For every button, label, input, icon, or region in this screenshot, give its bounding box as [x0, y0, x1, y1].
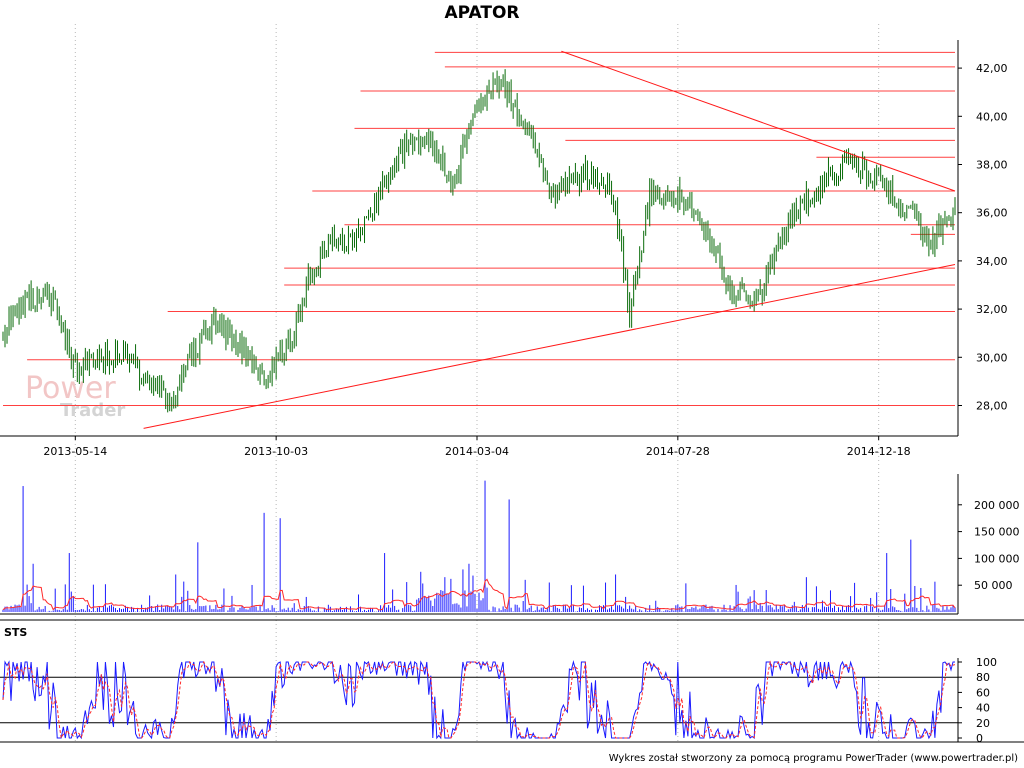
- trend-line-1: [561, 50, 956, 192]
- stochastic-panel: [0, 660, 958, 740]
- watermark-trader: Trader: [60, 400, 125, 421]
- sts-tick-label: 100: [976, 656, 997, 669]
- sts-panel-label: STS: [4, 626, 27, 639]
- price-tick-label: 34,00: [976, 255, 1008, 268]
- volume-moving-average: [2, 578, 956, 611]
- price-tick-label: 28,00: [976, 399, 1008, 412]
- price-tick-label: 30,00: [976, 351, 1008, 364]
- trend-line-0: [143, 264, 956, 429]
- volume-tick-label: 200 000: [974, 499, 1020, 512]
- date-tick-label: 2014-03-04: [445, 445, 509, 458]
- date-tick-label: 2014-12-18: [847, 445, 911, 458]
- volume-tick-label: 150 000: [974, 526, 1020, 539]
- footer-credit: Wykres został stworzony za pomocą progra…: [609, 753, 1018, 764]
- sts-tick-label: 80: [976, 671, 990, 684]
- date-tick-label: 2013-05-14: [43, 445, 107, 458]
- sts-d-line: [2, 660, 956, 740]
- watermark-power: Power: [25, 371, 116, 406]
- axis-labels: 28,00 30,00 32,00 34,00 36,00 38,00 40,00 42,00…: [43, 62, 1019, 745]
- volume-tick-label: 100 000: [974, 552, 1020, 565]
- price-tick-label: 42,00: [976, 62, 1008, 75]
- sts-tick-label: 20: [976, 717, 990, 730]
- trend-lines: [143, 50, 956, 429]
- date-tick-label: 2014-07-28: [646, 445, 710, 458]
- chart-title: APATOR: [444, 3, 519, 23]
- volume-panel: [2, 480, 956, 612]
- price-tick-label: 32,00: [976, 303, 1008, 316]
- sts-tick-label: 60: [976, 686, 990, 699]
- powertrader-watermark: Power Trader: [25, 371, 125, 421]
- price-tick-label: 38,00: [976, 158, 1008, 171]
- price-tick-label: 36,00: [976, 207, 1008, 220]
- sts-tick-label: 0: [976, 732, 983, 745]
- grid-layer: [74, 24, 880, 742]
- sts-tick-label: 40: [976, 702, 990, 715]
- volume-tick-label: 50 000: [974, 579, 1013, 592]
- sts-k-line: [2, 660, 955, 740]
- price-tick-label: 40,00: [976, 110, 1008, 123]
- panel-frames: [0, 40, 1024, 743]
- date-tick-label: 2013-10-03: [244, 445, 308, 458]
